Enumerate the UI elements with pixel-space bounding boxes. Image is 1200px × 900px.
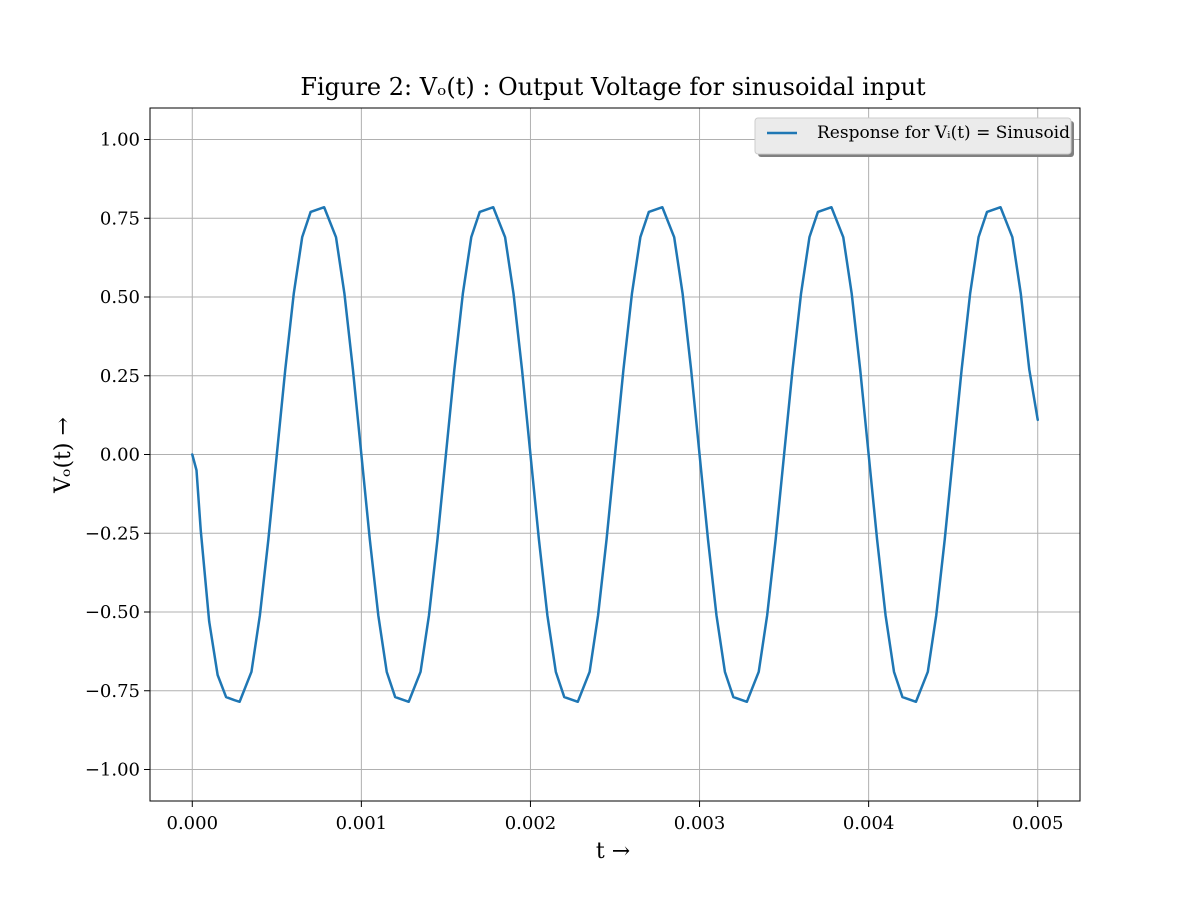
y-tick-label: −0.75 [85, 681, 140, 702]
series-layer [191, 205, 1039, 704]
y-tick-label: 0.75 [100, 208, 140, 229]
x-tick-label: 0.000 [167, 813, 219, 834]
y-axis-ticks: 1.00 0.75 0.50 0.25 0.00 −0.25 −0.50 −0.75 −1.00 [85, 130, 150, 781]
x-tick-label: 0.002 [505, 813, 557, 834]
x-axis-label: t → [596, 839, 630, 864]
x-tick-label: 0.004 [843, 813, 895, 834]
y-tick-label: −1.00 [85, 760, 140, 781]
y-tick-label: 0.25 [100, 366, 140, 387]
y-tick-label: 0.00 [100, 445, 140, 466]
series-line [191, 205, 1039, 704]
x-axis-ticks: 0.000 0.001 0.002 0.003 0.004 0.005 [167, 801, 1064, 834]
y-tick-label: 0.50 [100, 287, 140, 308]
x-tick-label: 0.005 [1012, 813, 1064, 834]
chart-title: Figure 2: Vₒ(t) : Output Voltage for sin… [300, 73, 926, 101]
legend: Response for Vᵢ(t) = Sinusoid [754, 117, 1074, 157]
x-tick-label: 0.001 [336, 813, 388, 834]
legend-label: Response for Vᵢ(t) = Sinusoid [817, 123, 1070, 143]
y-axis-label: Vₒ(t) → [51, 417, 76, 494]
y-tick-label: −0.50 [85, 602, 140, 623]
y-tick-label: 1.00 [100, 130, 140, 151]
y-tick-label: −0.25 [85, 523, 140, 544]
x-tick-label: 0.003 [674, 813, 726, 834]
legend-box [754, 117, 1072, 155]
